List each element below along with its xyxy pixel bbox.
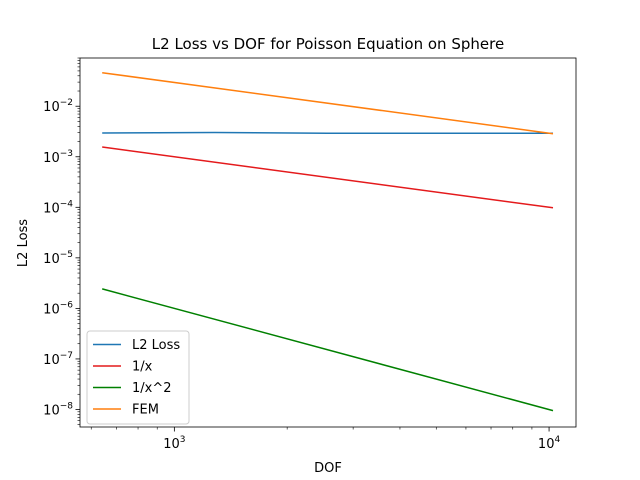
series-line-3 — [102, 71, 554, 135]
x-tick-label-1: 104 — [538, 435, 561, 452]
x-axis-label: DOF — [314, 461, 342, 476]
legend-box — [86, 330, 190, 425]
legend-label-1: 1/x — [132, 360, 153, 375]
series-line-2 — [102, 288, 554, 412]
ticks-layer: 103 104 10−8 10−7 10−6 10−5 10−4 10−3 10−2 — [43, 57, 561, 452]
series-line-1 — [102, 146, 554, 209]
plot-frame — [79, 57, 577, 428]
series-layer — [102, 71, 554, 412]
series-line-0 — [102, 131, 553, 134]
legend-label-0: L2 Loss — [132, 338, 180, 353]
y-tick-label-2: 10−6 — [43, 300, 73, 317]
y-tick-label-0: 10−8 — [43, 401, 73, 418]
y-axis-label: L2 Loss — [16, 219, 31, 267]
x-tick-label-0: 103 — [163, 435, 185, 452]
legend-label-2: 1/x^2 — [132, 381, 172, 396]
y-tick-label-3: 10−5 — [43, 250, 73, 267]
legend: L2 Loss 1/x 1/x^2 FEM — [86, 330, 190, 425]
y-tick-label-6: 10−2 — [43, 98, 73, 115]
legend-label-3: FEM — [132, 403, 159, 418]
y-tick-label-4: 10−4 — [43, 199, 73, 216]
chart-title: L2 Loss vs DOF for Poisson Equation on S… — [152, 35, 504, 53]
y-tick-label-1: 10−7 — [43, 351, 73, 368]
y-tick-label-5: 10−3 — [43, 149, 73, 166]
